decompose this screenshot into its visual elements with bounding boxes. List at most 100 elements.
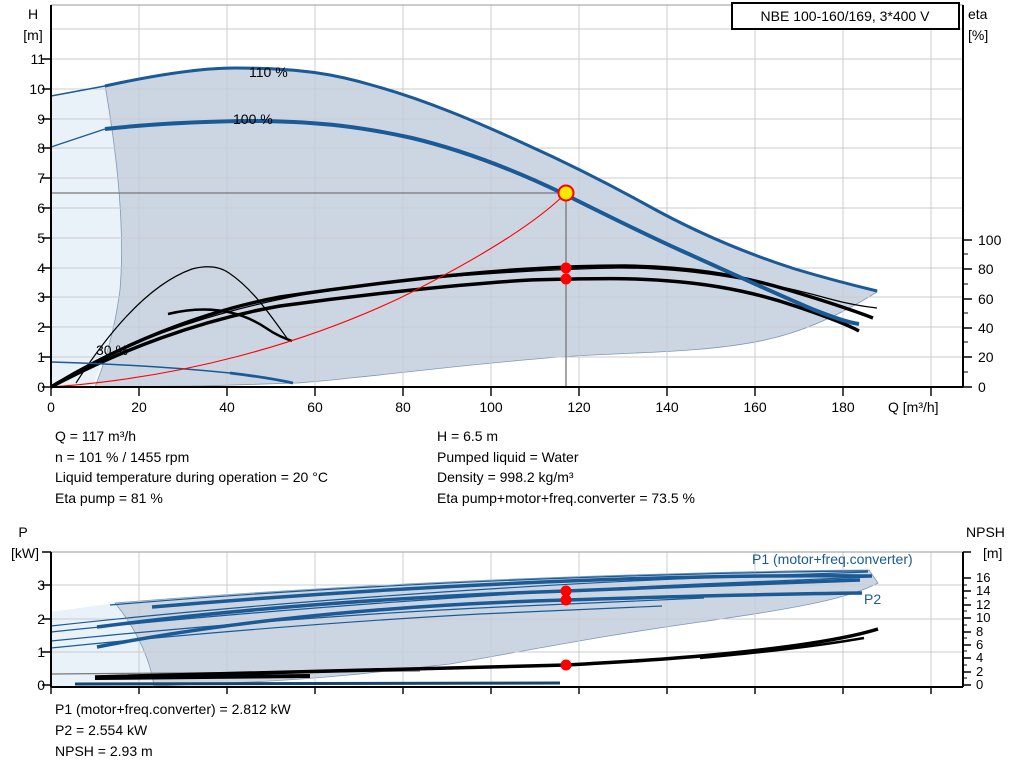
- npsh-tick: 2: [976, 664, 983, 679]
- npsh-minor-ticks: [963, 584, 967, 679]
- p-tick: 1: [37, 644, 45, 660]
- q-tick: 0: [47, 399, 55, 415]
- head-chart: H [m] eta [%] Q [m³/h] 11 10 9 8 7 6 5 4…: [23, 2, 1002, 415]
- q-tick: 100: [479, 399, 503, 415]
- eta-tick: 100: [978, 232, 1002, 248]
- h-tick: 3: [37, 289, 45, 305]
- eta-curve-branch: [167, 308, 293, 343]
- h-tick: 0: [37, 379, 45, 395]
- npsh-tick: 4: [976, 650, 983, 665]
- info-liquid-temp: Liquid temperature during operation = 20…: [55, 469, 328, 485]
- system-curve: [50, 192, 567, 388]
- q-tick: 60: [307, 399, 323, 415]
- eta-total-curve: [50, 276, 860, 389]
- eta-tick: 40: [978, 320, 994, 336]
- duty-crosshair: [51, 192, 567, 387]
- npsh-curve: [94, 627, 879, 679]
- label-speed-100: 100 %: [233, 111, 273, 127]
- eta-curve-thin: [50, 267, 878, 388]
- h-tick: 7: [37, 170, 45, 186]
- power-x-ticks: [50, 687, 932, 694]
- head-y-ticks: [42, 58, 51, 388]
- label-speed-110: 110 %: [249, 64, 288, 80]
- pump-title: NBE 100-160/169, 3*400 V: [761, 8, 931, 24]
- label-p1-curve: P1 (motor+freq.converter): [752, 551, 913, 567]
- npsh-axis-title: NPSH: [966, 524, 1005, 540]
- p-thin-4: [50, 605, 663, 649]
- info-q: Q = 117 m³/h: [55, 428, 136, 444]
- p2-curve: [96, 591, 863, 649]
- eta-axis-unit: [%]: [968, 27, 988, 43]
- info-pumped-liquid: Pumped liquid = Water: [437, 449, 579, 465]
- p-thin-3: [50, 597, 705, 642]
- npsh-axis-unit: [m]: [983, 545, 1002, 561]
- eta-tick: 0: [978, 379, 986, 395]
- npsh-tick: 0: [976, 677, 983, 692]
- eta-pump-curve: [50, 264, 874, 389]
- head-curve-100: [104, 118, 860, 326]
- npsh-marker: [560, 659, 572, 671]
- q-tick: 160: [743, 399, 767, 415]
- p-tick: 2: [37, 611, 45, 627]
- eta-axis-title: eta: [968, 6, 988, 22]
- q-tick: 140: [655, 399, 679, 415]
- npsh-tick: 10: [976, 610, 990, 625]
- eta-minor-ticks: [963, 253, 968, 373]
- eta-tick: 20: [978, 349, 994, 365]
- q-tick: 120: [567, 399, 591, 415]
- eta-major-ticks: [963, 239, 972, 388]
- npsh-major-ticks: [963, 551, 971, 686]
- p-bottom-dark-line: [74, 681, 561, 686]
- power-info-block: P1 (motor+freq.converter) = 2.812 kW P2 …: [55, 701, 292, 759]
- info-n: n = 101 % / 1455 rpm: [55, 449, 189, 465]
- info-h: H = 6.5 m: [437, 428, 498, 444]
- head-curve-110-leadin: [50, 85, 106, 97]
- npsh-tick: 12: [976, 597, 990, 612]
- q-tick: 20: [131, 399, 147, 415]
- power-y-axis-title: P: [18, 524, 27, 540]
- label-p2-curve: P2: [864, 591, 881, 607]
- p-env-top-line: [109, 570, 869, 606]
- head-x-ticks: [50, 387, 932, 396]
- h-tick: 4: [37, 260, 45, 276]
- head-curve-30-end: [229, 371, 294, 385]
- head-y-axis-title: H: [28, 6, 38, 22]
- h-tick: 5: [37, 230, 45, 246]
- head-axes: [50, 5, 964, 388]
- power-y-axis-unit: [kW]: [11, 545, 39, 561]
- q-tick: 40: [219, 399, 235, 415]
- h-tick: 11: [30, 51, 45, 67]
- eta-total-marker: [560, 273, 572, 285]
- eta-pump-marker: [560, 262, 572, 274]
- h-tick: 6: [37, 200, 45, 216]
- power-chart: P [kW] NPSH [m] 3 2 1 0 16 14 12 10 8 6 …: [11, 524, 1005, 694]
- npsh-tick: 16: [976, 570, 990, 585]
- info-p2: P2 = 2.554 kW: [55, 722, 148, 738]
- p-tick: 3: [37, 577, 45, 593]
- power-y-ticks: [42, 551, 51, 686]
- info-eta-pump: Eta pump = 81 %: [55, 490, 163, 506]
- h-tick: 10: [29, 81, 45, 97]
- npsh-tick: 8: [976, 624, 983, 639]
- head-envelope-pale: [51, 85, 122, 387]
- npsh-tick: 14: [976, 583, 990, 598]
- p2-marker: [560, 594, 572, 606]
- p1-curve: [96, 578, 861, 629]
- x-axis-title: Q [m³/h]: [888, 399, 939, 415]
- p-tick: 0: [37, 677, 45, 693]
- duty-info-block: Q = 117 m³/h n = 101 % / 1455 rpm Liquid…: [55, 428, 695, 506]
- label-speed-30: 30 %: [96, 342, 128, 358]
- pump-title-box: [731, 2, 960, 30]
- info-p1: P1 (motor+freq.converter) = 2.812 kW: [55, 701, 292, 717]
- head-y-axis-unit: [m]: [23, 27, 42, 43]
- power-envelope: [114, 569, 879, 687]
- h-tick: 1: [37, 349, 45, 365]
- h-tick: 8: [37, 140, 45, 156]
- head-curve-100-leadin: [50, 128, 106, 148]
- h-tick: 2: [37, 319, 45, 335]
- p1-marker: [560, 585, 572, 597]
- duty-point: [557, 184, 575, 202]
- npsh-curve-branch: [699, 636, 865, 660]
